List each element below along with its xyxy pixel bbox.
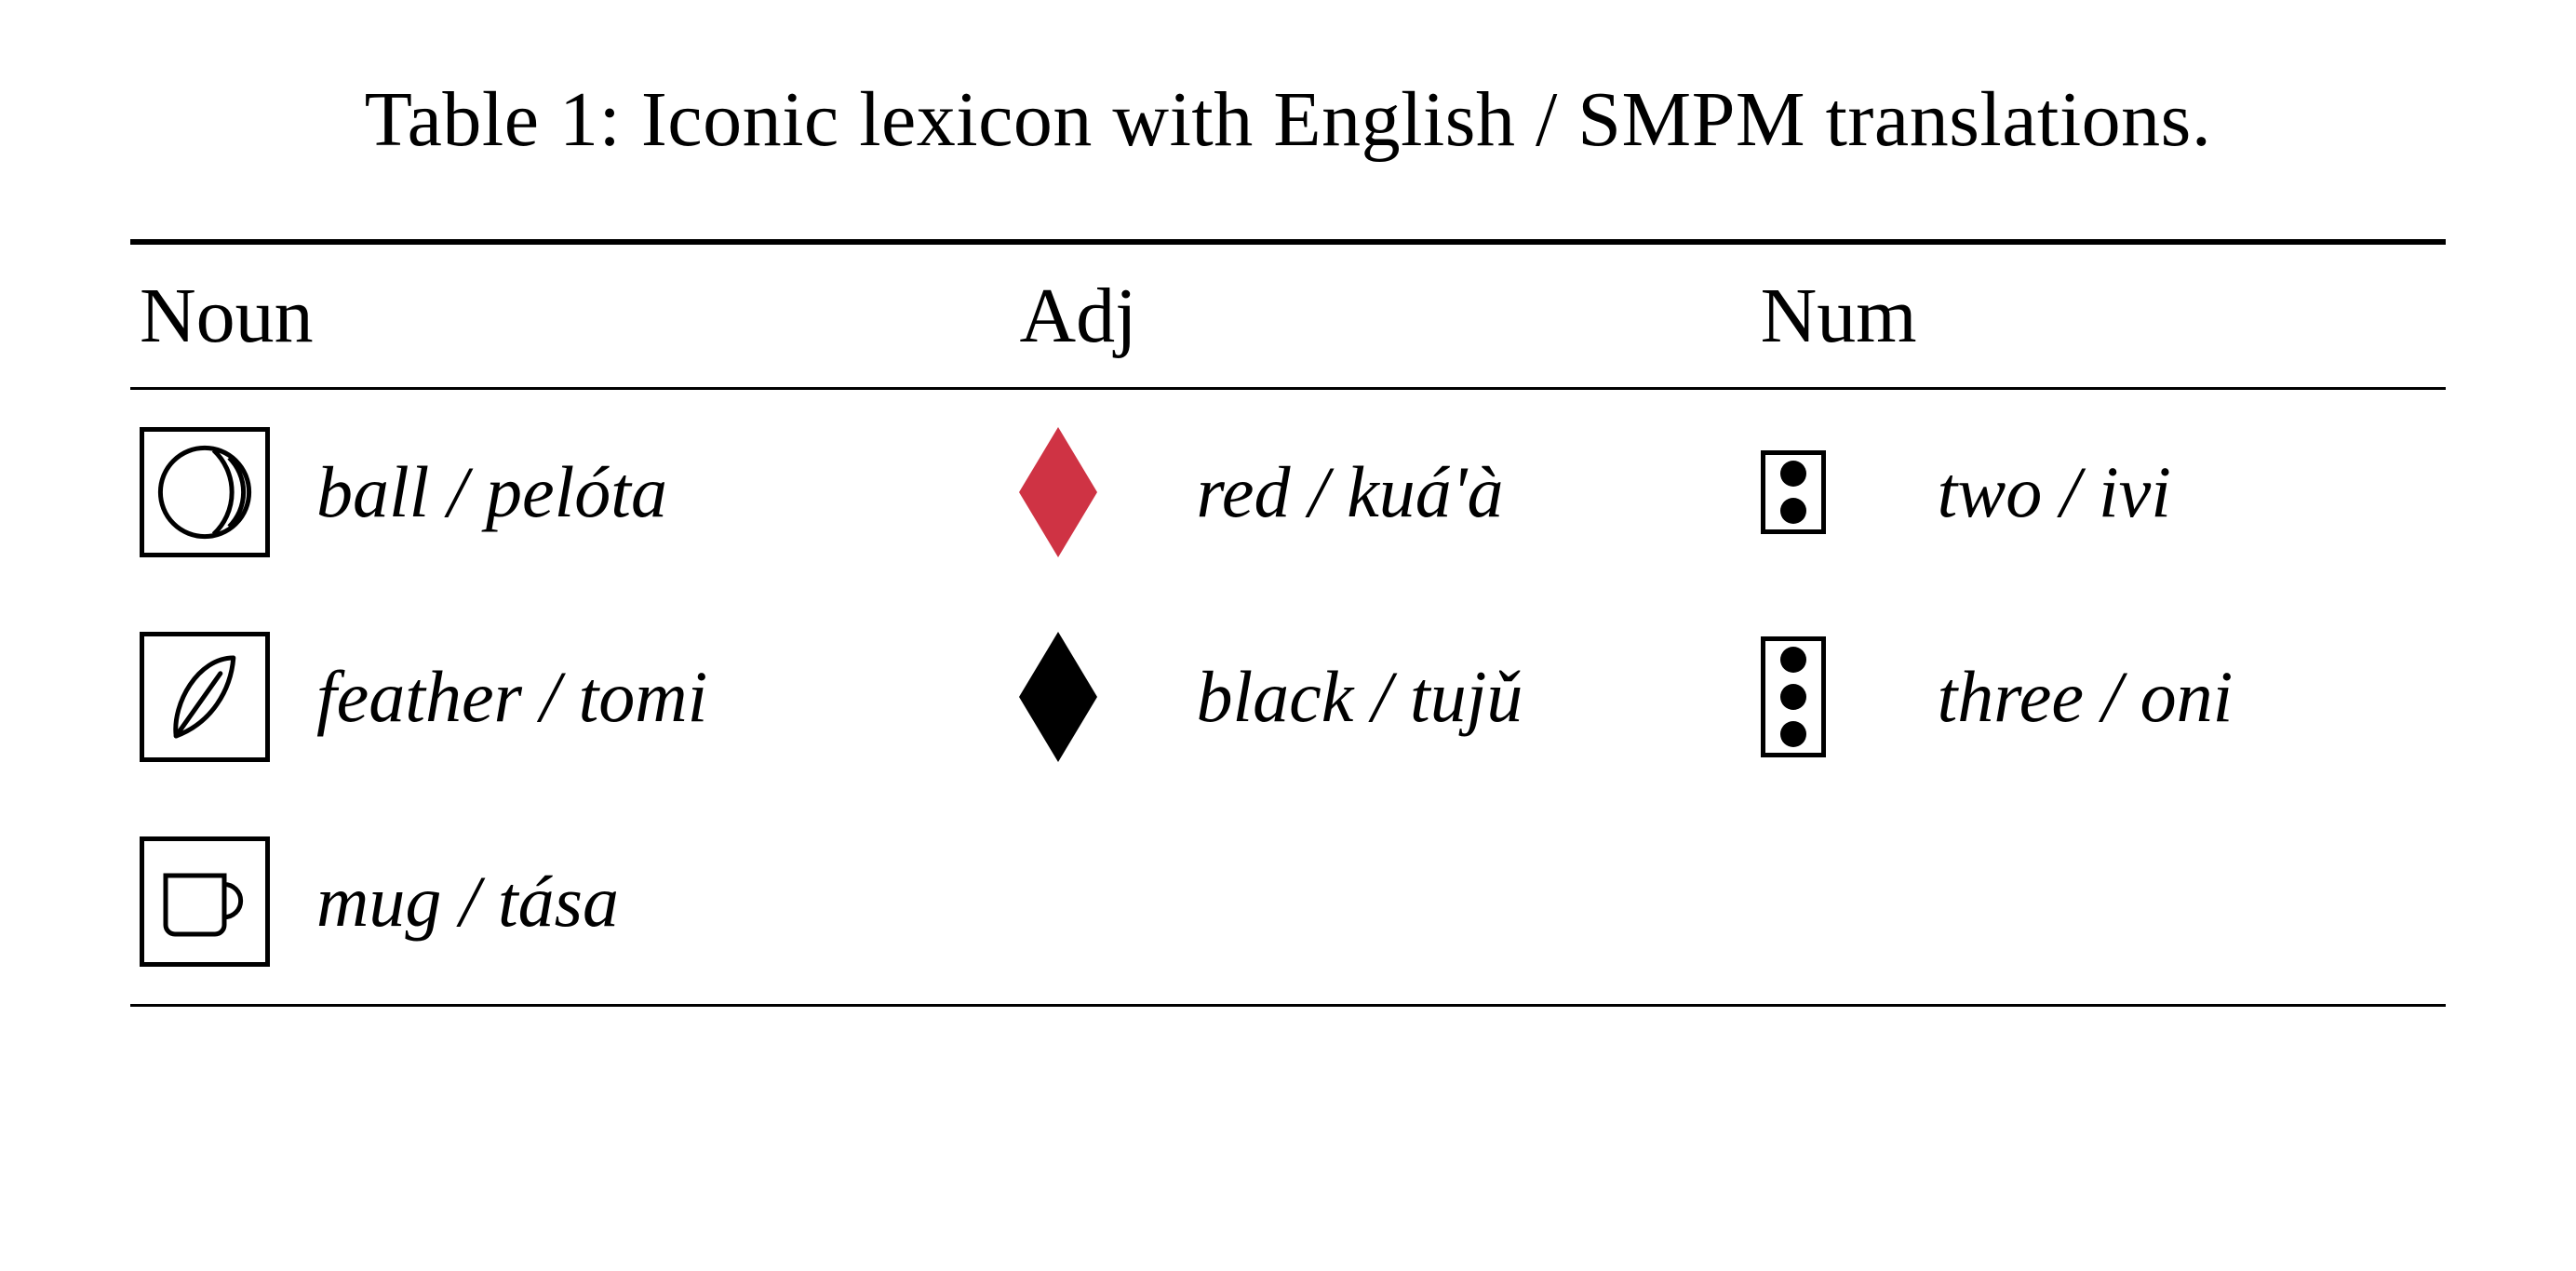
num-label: two / ivi (1938, 450, 2171, 534)
table-row: ball / pelóta red / kuá'à two / ivi (130, 390, 2446, 595)
adj-cell: red / kuá'à (1019, 427, 1741, 557)
header-noun: Noun (130, 245, 1010, 389)
page: Table 1: Iconic lexicon with English / S… (0, 0, 2576, 1271)
adj-cell: black / tujǔ (1019, 632, 1741, 762)
num-cell: three / oni (1761, 636, 2436, 757)
table-caption: Table 1: Iconic lexicon with English / S… (130, 74, 2446, 165)
table-row: mug / tása (130, 799, 2446, 1004)
mug-icon (140, 836, 279, 967)
noun-label: feather / tomi (316, 655, 707, 739)
header-adj: Adj (1010, 245, 1751, 389)
header-num: Num (1751, 245, 2446, 389)
diamond-icon (1019, 427, 1159, 557)
table-header-row: Noun Adj Num (130, 245, 2446, 389)
lexicon-table: Noun Adj Num ball / pelóta red / kuá'à t… (130, 239, 2446, 1007)
noun-cell: feather / tomi (140, 632, 1000, 762)
noun-label: ball / pelóta (316, 450, 667, 534)
table-row: feather / tomi black / tujǔ three / oni (130, 595, 2446, 799)
dots-2-icon (1761, 450, 1900, 534)
adj-label: black / tujǔ (1196, 655, 1523, 739)
num-cell: two / ivi (1761, 450, 2436, 534)
feather-icon (140, 632, 279, 762)
noun-label: mug / tása (316, 860, 619, 943)
diamond-icon (1019, 632, 1159, 762)
adj-label: red / kuá'à (1196, 450, 1503, 534)
noun-cell: ball / pelóta (140, 427, 1000, 557)
ball-icon (140, 427, 279, 557)
dots-3-icon (1761, 636, 1900, 757)
num-label: three / oni (1938, 655, 2234, 739)
noun-cell: mug / tása (140, 836, 1000, 967)
